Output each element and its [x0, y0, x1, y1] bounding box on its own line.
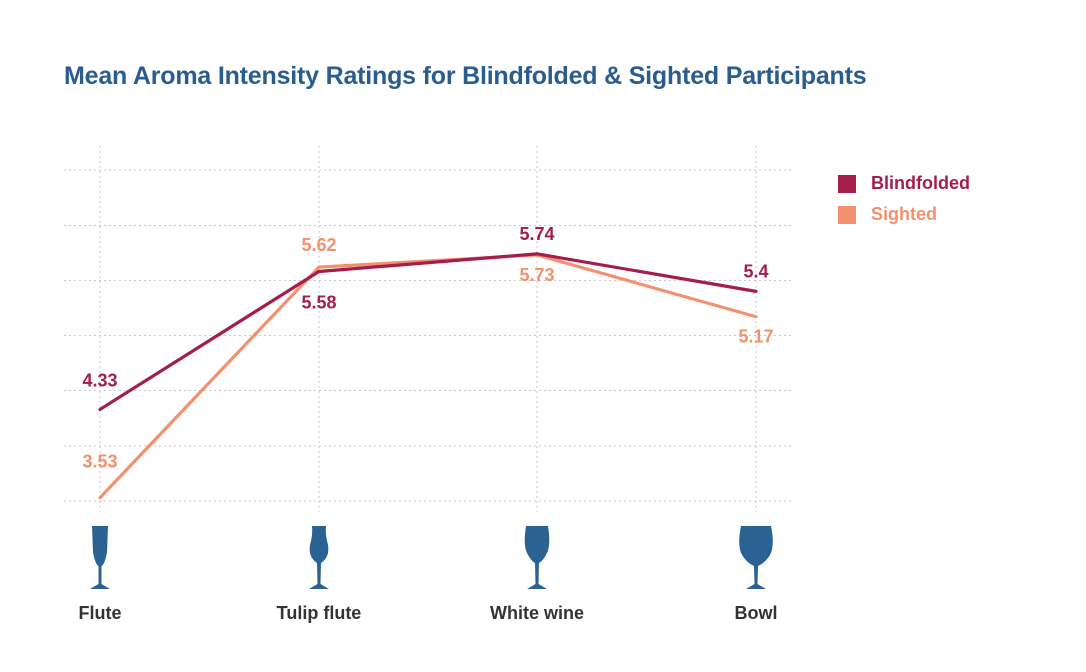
legend-item-blindfolded[interactable]: Blindfolded [838, 168, 970, 199]
legend-label-sighted: Sighted [871, 204, 937, 224]
tulip-flute-glass-icon [309, 526, 329, 589]
category-label: Bowl [735, 603, 778, 623]
legend-swatch-blindfolded [838, 174, 856, 193]
data-label-blindfolded: 5.58 [301, 293, 336, 313]
series-line-sighted [98, 253, 758, 500]
category-label: Tulip flute [277, 603, 362, 623]
legend-label-blindfolded: Blindfolded [871, 173, 970, 193]
chart-title: Mean Aroma Intensity Ratings for Blindfo… [64, 62, 867, 90]
category-label: Flute [79, 603, 122, 623]
chart-grid [64, 146, 792, 512]
series-lines [98, 252, 758, 500]
data-label-blindfolded: 5.4 [743, 261, 768, 281]
category-labels: Flute Tulip flute White wine Bowl [79, 603, 778, 623]
flute-glass-icon [90, 526, 110, 589]
legend-swatch-sighted [838, 205, 856, 224]
series-line-blindfolded [98, 252, 758, 412]
data-label-sighted: 3.53 [82, 452, 117, 472]
white-wine-glass-icon [524, 526, 550, 589]
data-label-sighted: 5.73 [519, 265, 554, 285]
data-label-sighted: 5.17 [738, 327, 773, 347]
data-label-blindfolded: 4.33 [82, 370, 117, 390]
glass-icons [90, 526, 773, 589]
data-label-blindfolded: 5.74 [519, 224, 554, 244]
category-label: White wine [490, 603, 584, 623]
legend-item-sighted[interactable]: Sighted [838, 199, 970, 230]
bowl-glass-icon [739, 526, 773, 589]
data-labels: 4.33 5.58 5.74 5.4 3.53 5.62 5.73 5.17 [82, 224, 773, 472]
legend: Blindfolded Sighted [838, 168, 970, 230]
data-label-sighted: 5.62 [301, 235, 336, 255]
